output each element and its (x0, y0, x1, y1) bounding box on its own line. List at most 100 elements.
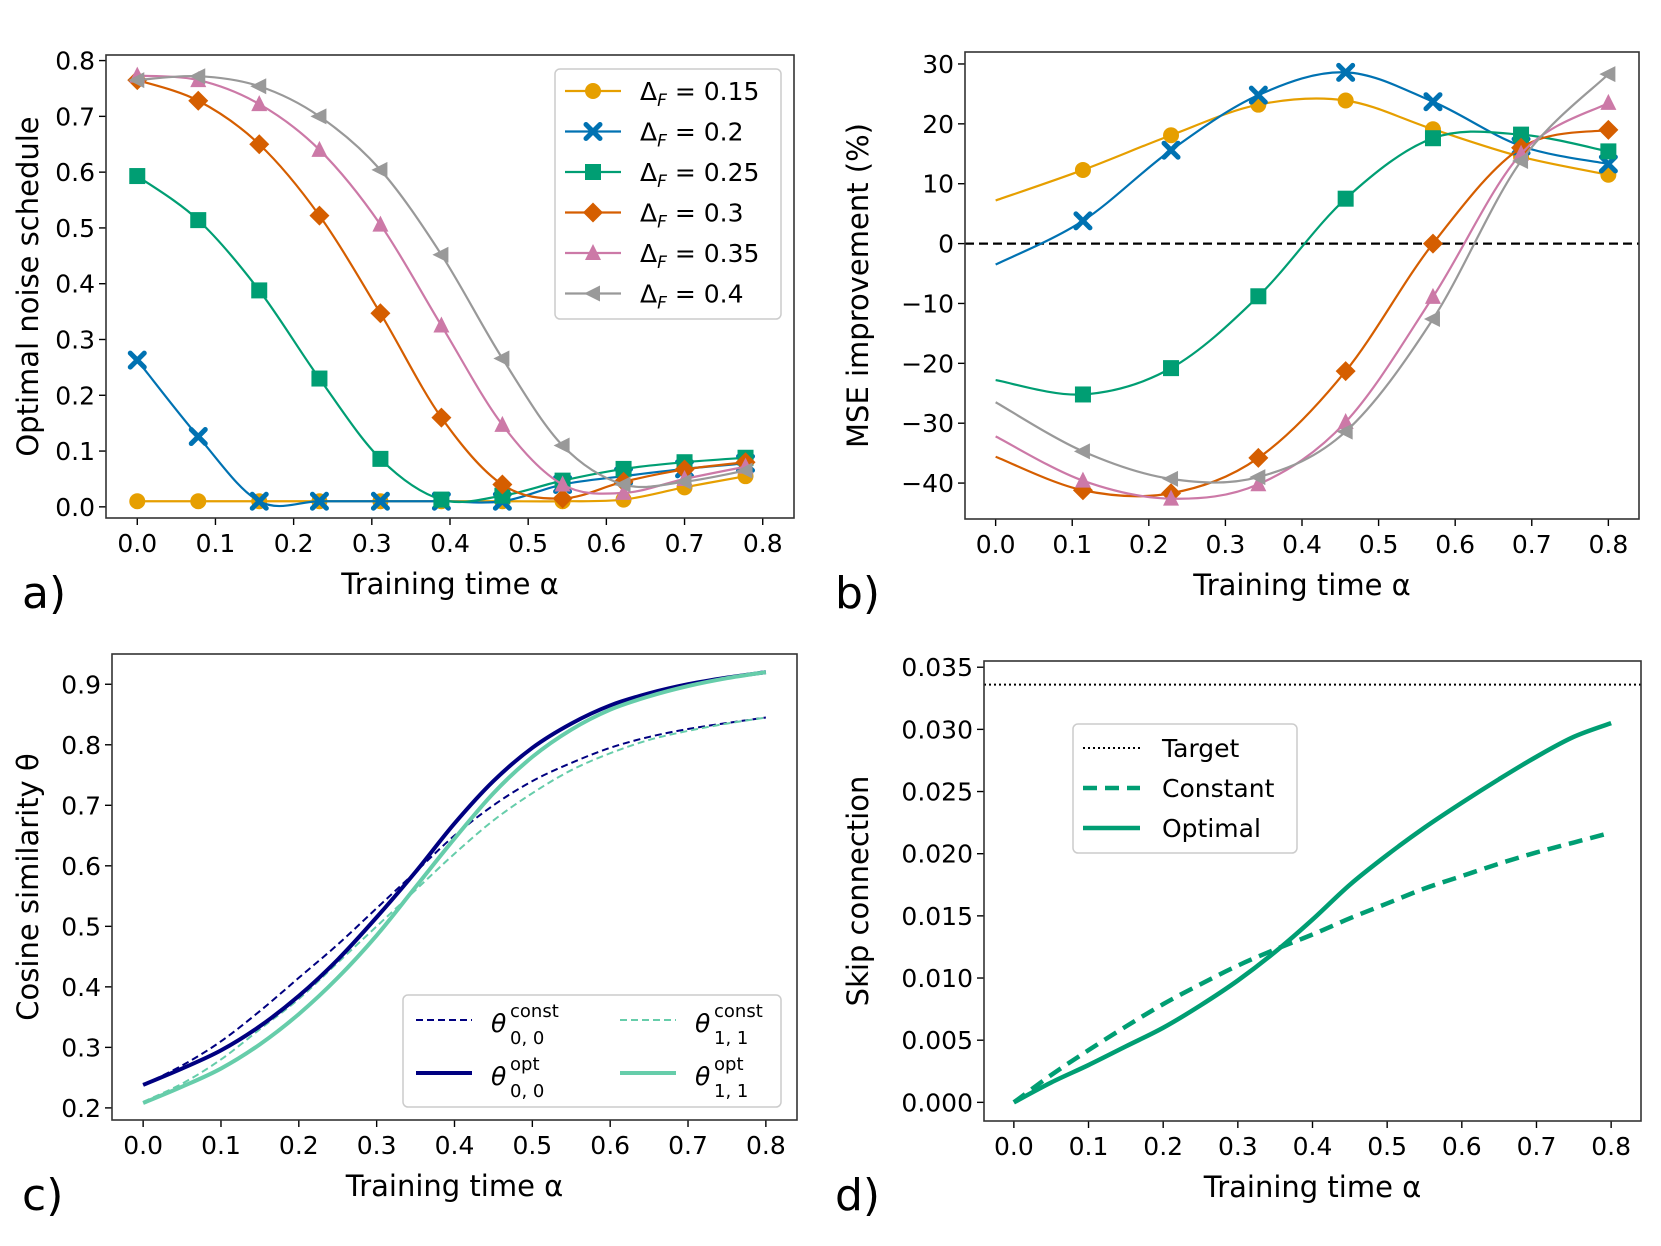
series-f-0-4-marker (1423, 311, 1440, 328)
legend-marker-icon (583, 202, 603, 223)
series-f-0-25-marker (1424, 130, 1441, 147)
plot-series-group (127, 66, 756, 511)
series-f-0-4-line (995, 73, 1610, 484)
legend-label-sub: 1, 1 (714, 1081, 748, 1102)
legend-label: Optimal (1162, 814, 1261, 843)
series-f-0-3-marker (249, 134, 270, 155)
legend-item: Optimal (1083, 814, 1261, 843)
legend: Target Constant Optimal (1072, 723, 1298, 854)
x-tick-label: 0.6 (586, 529, 626, 558)
series-f-0-3-line (995, 128, 1609, 498)
series-f-0-25-marker (190, 212, 207, 229)
series-f-0-4-marker (1599, 66, 1616, 83)
series-f-0-25-marker (1337, 190, 1354, 207)
y-tick-label: 0.6 (61, 852, 101, 881)
series-f-0-25-marker (311, 370, 328, 387)
x-tick-label: 0.1 (196, 529, 236, 558)
series-f-0-35-marker (1600, 93, 1617, 110)
y-tick-label: 0.005 (901, 1026, 973, 1055)
y-tick-label: −10 (901, 289, 954, 318)
legend-label-value: = 0.15 (667, 77, 760, 106)
series-f-0-2-marker (127, 350, 147, 370)
x-tick-label: 0.3 (352, 529, 392, 558)
series-f-0-4-marker (1162, 470, 1179, 487)
series-f-0-25-marker (251, 282, 268, 299)
y-tick-label: −30 (901, 409, 954, 438)
x-tick-label: 0.5 (1359, 530, 1399, 559)
legend-label-value: = 0.35 (667, 239, 760, 268)
series-1-1-opt-line (142, 670, 767, 1105)
x-tick-label: 0.7 (1512, 530, 1552, 559)
series-f-0-25-marker (1250, 288, 1267, 305)
series-f-0-3-marker (1422, 233, 1443, 254)
legend-label-main: θ (695, 1062, 710, 1091)
x-tick-label: 0.8 (746, 1131, 786, 1160)
legend-label: ΔF = 0.15 (640, 77, 759, 111)
series-f-0-15-marker (1163, 127, 1180, 144)
y-tick-label: 0 (938, 230, 954, 259)
legend-marker-icon (584, 285, 600, 302)
legend-label-main: Δ (640, 118, 657, 147)
legend-label-main: θ (695, 1009, 710, 1038)
legend-label-value: = 0.25 (667, 158, 760, 187)
legend-item: Constant (1083, 774, 1275, 803)
legend-item: Target (1083, 734, 1240, 763)
legend-label-sub: F (657, 253, 667, 273)
y-axis-label: Cosine similarity θ (11, 753, 45, 1020)
x-tick-label: 0.4 (435, 1131, 475, 1160)
legend-label: Constant (1162, 774, 1275, 803)
series-f-0-35-marker (433, 316, 450, 333)
series-f-0-35-marker (1250, 475, 1267, 492)
series-f-0-3-marker (1335, 361, 1356, 382)
legend-item: ΔF = 0.35 (565, 239, 759, 273)
series-f-0-25-marker (1600, 143, 1617, 160)
y-tick-label: 0.4 (55, 270, 95, 299)
panel-label-c: c) (22, 1170, 63, 1221)
panel-label-b: b) (835, 568, 880, 619)
y-tick-label: 0.7 (55, 102, 95, 131)
series-f-0-4-marker (553, 437, 570, 454)
legend-marker-icon (583, 122, 603, 141)
series-f-0-25-marker (1163, 360, 1180, 377)
panel-a-noise-schedule-chart: 0.0 0.1 0.2 0.3 0.4 0.5 0.6 0.7 0.8 0.0 0.1 0.2 0.3 0… (11, 47, 795, 601)
x-tick-label: 0.7 (665, 529, 705, 558)
series-f-0-4-marker (1249, 469, 1266, 486)
x-tick-label: 0.0 (976, 530, 1016, 559)
series-f-0-2-marker (1336, 62, 1356, 82)
legend-label-main: θ (491, 1062, 506, 1091)
series-f-0-3-marker (370, 303, 391, 324)
series-f-0-2-line (995, 71, 1609, 266)
series-f-0-25-marker (372, 450, 389, 467)
legend-item: θ const 1, 1 (620, 1001, 763, 1049)
series-f-0-4-marker (310, 108, 327, 125)
y-tick-label: 0.2 (61, 1094, 101, 1123)
series-f-0-25-marker (1513, 126, 1530, 143)
series-f-0-25-marker (615, 460, 632, 477)
y-tick-label: 0.6 (55, 158, 95, 187)
y-tick-label: 0.020 (901, 840, 973, 869)
series-f-0-3-marker (188, 90, 209, 111)
panel-d-skip-connection-chart: 0.0 0.1 0.2 0.3 0.4 0.5 0.6 0.7 0.8 0.000 0.005 0.0… (841, 653, 1642, 1204)
series-f-0-2-marker (1073, 211, 1093, 231)
plot-area (965, 52, 1639, 519)
panel-label-a: a) (22, 568, 66, 619)
x-tick-label: 0.3 (1206, 530, 1246, 559)
series-f-0-4-marker (1336, 423, 1353, 440)
panel-label-d: d) (835, 1170, 880, 1221)
series-f-0-4-marker (493, 350, 510, 367)
series-f-0-35-marker (1337, 413, 1354, 430)
legend-label-sup: opt (714, 1054, 744, 1075)
x-tick-label: 0.5 (1367, 1132, 1407, 1161)
series-f-0-3-marker (309, 205, 330, 226)
series-f-0-4-marker (614, 476, 631, 493)
x-tick-label: 0.0 (994, 1132, 1034, 1161)
x-tick-label: 0.8 (1588, 530, 1628, 559)
legend-label-sub: F (657, 213, 667, 233)
x-tick-label: 0.2 (1129, 530, 1169, 559)
series-f-0-15-marker (1074, 161, 1091, 178)
legend-item: θ opt 0, 0 (416, 1054, 544, 1102)
panel-c-cosine-similarity-chart: 0.0 0.1 0.2 0.3 0.4 0.5 0.6 0.7 0.8 0.2 0.3 0.4 0.5 0… (11, 653, 798, 1203)
series-f-0-3-marker (1598, 119, 1619, 140)
